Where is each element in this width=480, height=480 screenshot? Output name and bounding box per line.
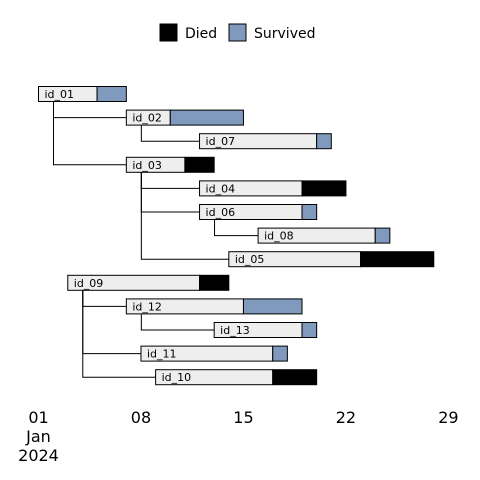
case-label-id_06: id_06 <box>206 206 236 219</box>
case-label-id_05: id_05 <box>235 253 265 266</box>
case-label-id_10: id_10 <box>162 371 192 384</box>
x-tick-label: 01 <box>28 408 48 427</box>
bar-id_07-outcome <box>316 133 332 150</box>
link-id_03-to-id_04 <box>140 172 200 189</box>
link-id_12-to-id_13 <box>140 313 215 331</box>
case-label-id_13: id_13 <box>220 324 250 337</box>
x-tick-label: 08 <box>131 408 151 427</box>
x-tick-label: Jan <box>25 427 51 446</box>
bar-id_01-outcome <box>96 86 127 102</box>
case-label-id_04: id_04 <box>206 182 236 195</box>
legend-label-died: Died <box>185 26 217 42</box>
legend-swatch-died <box>159 23 178 42</box>
link-id_01-to-id_02 <box>53 101 127 119</box>
case-label-id_01: id_01 <box>45 88 75 101</box>
link-id_09-to-id_10 <box>82 290 156 378</box>
case-label-id_12: id_12 <box>132 300 162 313</box>
link-id_09-to-id_12 <box>82 290 127 307</box>
case-label-id_07: id_07 <box>206 135 236 148</box>
case-label-id_11: id_11 <box>147 348 177 361</box>
x-tick-label: 29 <box>438 408 458 427</box>
x-tick-label: 2024 <box>18 446 59 465</box>
case-label-id_09: id_09 <box>74 277 104 290</box>
link-id_02-to-id_07 <box>140 125 200 142</box>
bar-id_04-outcome <box>301 180 347 197</box>
bar-id_10-outcome <box>272 369 318 386</box>
link-id_01-to-id_03 <box>53 101 127 166</box>
bar-id_03-outcome <box>184 156 215 173</box>
bar-id_06-outcome <box>301 204 318 220</box>
bar-id_08-outcome <box>374 227 391 244</box>
link-id_03-to-id_05 <box>140 172 229 260</box>
legend-label-survived: Survived <box>254 26 315 42</box>
x-tick-label: 22 <box>336 408 356 427</box>
bar-id_11-outcome <box>272 345 288 362</box>
case-label-id_03: id_03 <box>132 159 162 172</box>
bar-id_02-outcome <box>169 109 244 126</box>
bar-id_05-outcome <box>360 251 435 268</box>
x-tick-label: 15 <box>233 408 253 427</box>
case-bars: id_01 id_02 id_07 id_03 id_04 id_06 id_08 id_05… <box>38 86 435 386</box>
transmission-links <box>53 101 259 378</box>
case-label-id_08: id_08 <box>264 230 294 243</box>
legend-swatch-survived <box>228 23 247 42</box>
bar-id_09-outcome <box>199 274 230 291</box>
bar-id_12-outcome <box>242 298 303 315</box>
link-id_06-to-id_08 <box>214 219 259 237</box>
case-label-id_02: id_02 <box>132 112 162 125</box>
bar-id_13-outcome <box>301 322 318 338</box>
link-id_03-to-id_06 <box>140 172 200 213</box>
legend: Died Survived <box>159 23 315 42</box>
